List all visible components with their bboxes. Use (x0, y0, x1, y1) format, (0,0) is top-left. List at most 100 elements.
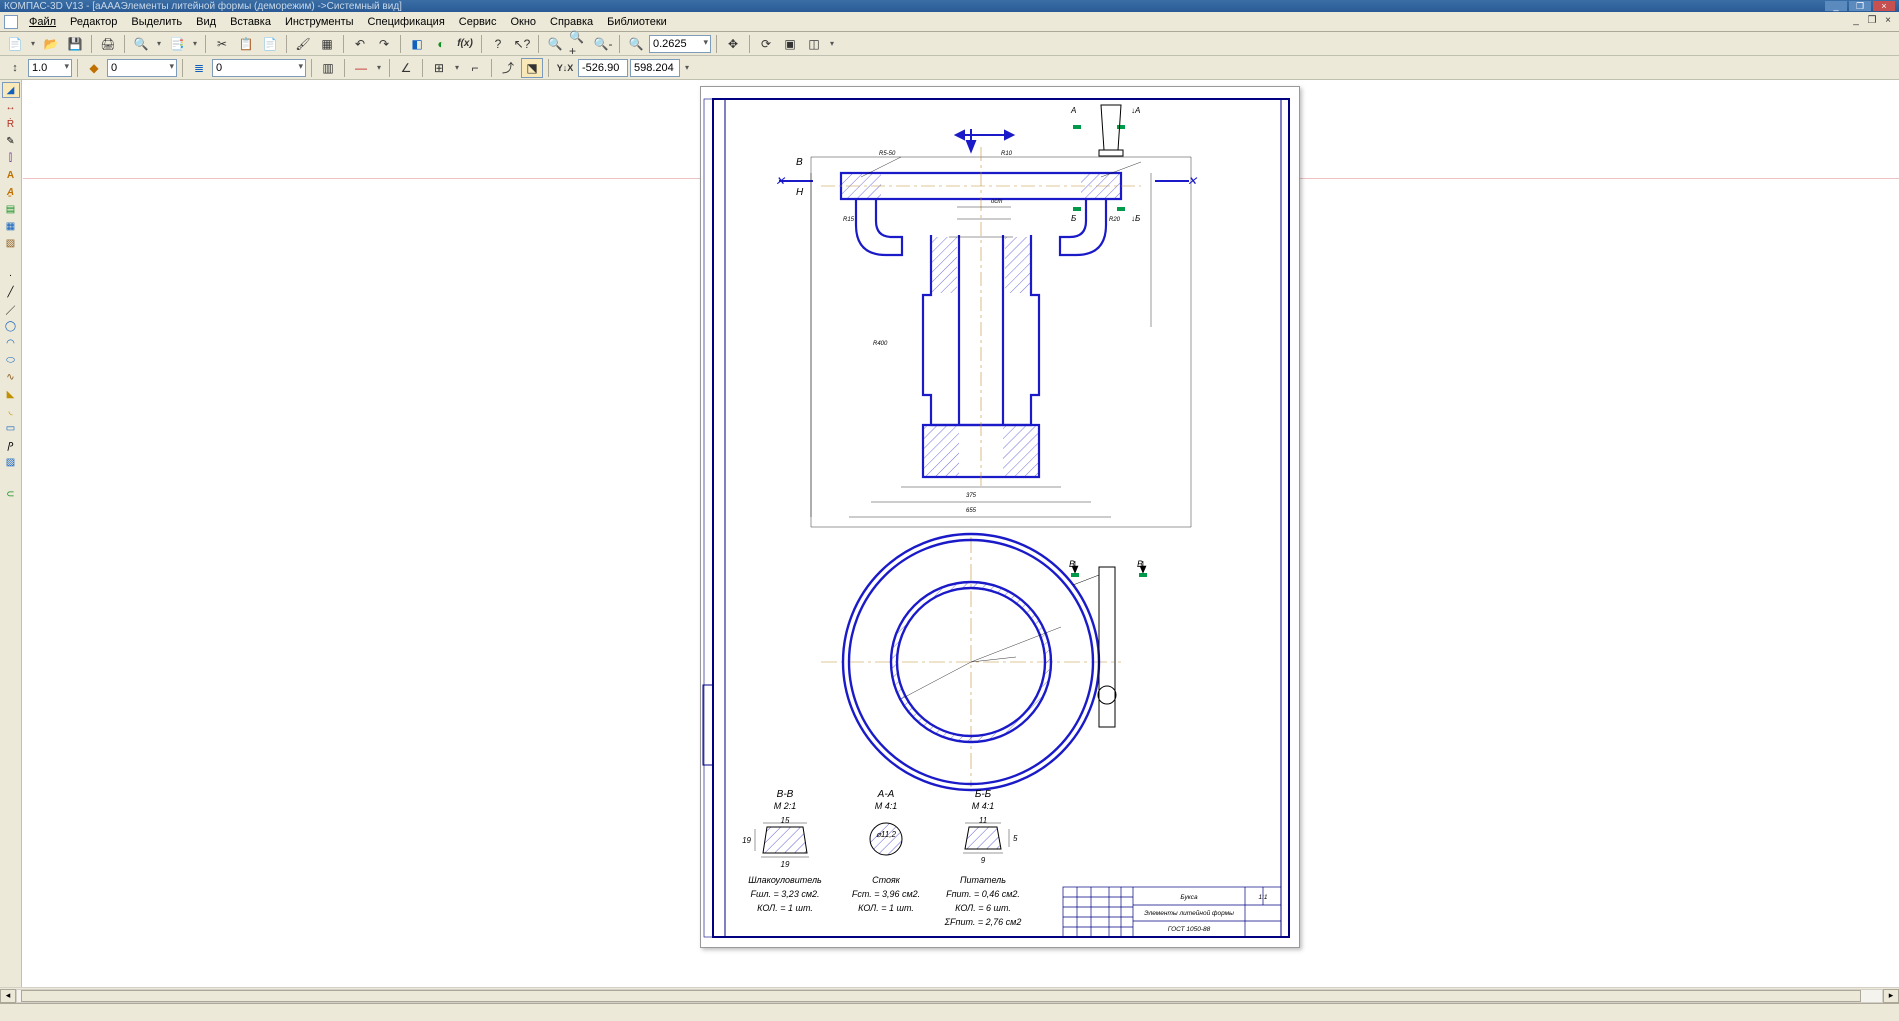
print-button[interactable]: 🖨 (97, 34, 119, 54)
menu-specification[interactable]: Спецификация (361, 14, 452, 30)
tool-rectangle[interactable]: ▭ (2, 420, 20, 436)
ortho-button[interactable]: ⌐ (464, 58, 486, 78)
menu-select[interactable]: Выделить (124, 14, 189, 30)
manager-button[interactable]: ◧ (406, 34, 428, 54)
tool-text-tab[interactable]: A (2, 167, 20, 183)
state-combo-a[interactable]: 0 (107, 59, 177, 77)
save-button[interactable]: 💾 (64, 34, 86, 54)
menu-help[interactable]: Справка (543, 14, 600, 30)
horizontal-scrollbar[interactable]: ◂ ▸ (0, 987, 1899, 1003)
mdi-close[interactable]: × (1881, 16, 1895, 28)
menu-service[interactable]: Сервис (452, 14, 504, 30)
scroll-thumb[interactable] (21, 990, 1861, 1002)
tool-chamfer[interactable]: ◣ (2, 386, 20, 402)
undo-button[interactable]: ↶ (349, 34, 371, 54)
scroll-left-button[interactable]: ◂ (0, 989, 16, 1003)
maximize-button[interactable]: ❐ (1849, 1, 1871, 11)
format-painter-button[interactable]: 🖌 (292, 34, 314, 54)
mdi-restore[interactable]: ❐ (1865, 16, 1879, 28)
state-value-a: 0 (111, 62, 117, 74)
close-button[interactable]: × (1873, 1, 1895, 11)
menu-insert[interactable]: Вставка (223, 14, 278, 30)
mdi-minimize[interactable]: _ (1849, 16, 1863, 28)
view-dropdown[interactable]: ▾ (827, 34, 837, 54)
linestyle-button[interactable]: — (350, 58, 372, 78)
fx-button[interactable]: f(x) (454, 34, 476, 54)
help-button[interactable]: ? (487, 34, 509, 54)
menu-window[interactable]: Окно (503, 14, 543, 30)
linestyle-dropdown[interactable]: ▾ (374, 58, 384, 78)
whatsthis-button[interactable]: ↖? (511, 34, 533, 54)
svg-text:ΣFпит. = 2,76 см2: ΣFпит. = 2,76 см2 (944, 917, 1022, 927)
tool-spec-tab[interactable]: ▤ (2, 201, 20, 217)
tool-circle[interactable]: ◯ (2, 318, 20, 334)
state-icon-a[interactable]: ◆ (83, 58, 105, 78)
tool-arc[interactable]: ◠ (2, 335, 20, 351)
svg-text:Fпит. = 0,46 см2.: Fпит. = 0,46 см2. (946, 889, 1020, 899)
tool-report-tab[interactable]: ▦ (2, 218, 20, 234)
style-button[interactable]: ▥ (317, 58, 339, 78)
preview-button[interactable]: 🔍 (130, 34, 152, 54)
coord-x-input[interactable] (578, 59, 628, 77)
open-button[interactable]: 📂 (40, 34, 62, 54)
local-cs-button[interactable]: ⤴ (497, 58, 519, 78)
scroll-track[interactable] (16, 989, 1883, 1003)
layer-icon[interactable]: ≣ (188, 58, 210, 78)
tool-measure-tab[interactable]: A̱ (2, 184, 20, 200)
menu-view[interactable]: Вид (189, 14, 223, 30)
tool-geometry-tab[interactable]: ◢ (2, 82, 20, 98)
tool-segment[interactable]: ／ (2, 301, 20, 317)
menu-file[interactable]: Файл (22, 14, 63, 30)
menu-editor[interactable]: Редактор (63, 14, 124, 30)
step-combo[interactable]: 1.0 (28, 59, 72, 77)
tool-notation-tab[interactable]: Ṙ (2, 116, 20, 132)
menu-libraries[interactable]: Библиотеки (600, 14, 674, 30)
pan-button[interactable]: ✥ (722, 34, 744, 54)
snap-angle-button[interactable]: ∠ (395, 58, 417, 78)
new-dropdown[interactable]: ▾ (28, 34, 38, 54)
svg-text:✕: ✕ (775, 174, 786, 188)
minimize-button[interactable]: _ (1825, 1, 1847, 11)
properties-button[interactable]: 📑 (166, 34, 188, 54)
tool-polyline[interactable]: Ⳏ (2, 437, 20, 453)
canvas[interactable]: В Н ✕ ✕ (22, 80, 1899, 987)
coord-dropdown[interactable]: ▾ (682, 58, 692, 78)
paste-button[interactable]: 📄 (259, 34, 281, 54)
layer-combo[interactable]: 0 (212, 59, 306, 77)
menu-tools[interactable]: Инструменты (278, 14, 361, 30)
tool-ellipse[interactable]: ⬭ (2, 352, 20, 368)
tool-dimensions-tab[interactable]: ↔ (2, 99, 20, 115)
tool-spline[interactable]: ∿ (2, 369, 20, 385)
tool-hatch[interactable]: ▨ (2, 454, 20, 470)
refresh-button[interactable]: ⟳ (755, 34, 777, 54)
copy-button[interactable]: 📋 (235, 34, 257, 54)
zoom-out-button[interactable]: 🔍- (592, 34, 614, 54)
tool-aux-line[interactable]: ╱ (2, 284, 20, 300)
tool-insert-tab[interactable]: ▧ (2, 235, 20, 251)
properties-dropdown[interactable]: ▾ (190, 34, 200, 54)
zoom-selected-button[interactable]: ◫ (803, 34, 825, 54)
coord-y-input[interactable] (630, 59, 680, 77)
cut-button[interactable]: ✂ (211, 34, 233, 54)
new-button[interactable]: 📄 (4, 34, 26, 54)
grid-button[interactable]: ⊞ (428, 58, 450, 78)
svg-text:ГОСТ 1050-88: ГОСТ 1050-88 (1168, 926, 1211, 933)
svg-text:Fшл. = 3,23 см2.: Fшл. = 3,23 см2. (751, 889, 820, 899)
grid-dropdown[interactable]: ▾ (452, 58, 462, 78)
preview-dropdown[interactable]: ▾ (154, 34, 164, 54)
variables-button[interactable]: ◐ (430, 34, 452, 54)
zoom-window-button[interactable]: 🔍 (544, 34, 566, 54)
scroll-right-button[interactable]: ▸ (1883, 989, 1899, 1003)
zoom-in-button[interactable]: 🔍+ (568, 34, 590, 54)
tool-fillet[interactable]: ◟ (2, 403, 20, 419)
zoom-combo[interactable]: 0.2625 (649, 35, 711, 53)
redo-button[interactable]: ↷ (373, 34, 395, 54)
tool-equidistant[interactable]: ⊂ (2, 486, 20, 502)
fit-button[interactable]: ▣ (779, 34, 801, 54)
zoom-scale-icon[interactable]: 🔍 (625, 34, 647, 54)
rounding-button[interactable]: ⬔ (521, 58, 543, 78)
properties2-button[interactable]: ▦ (316, 34, 338, 54)
tool-param-tab[interactable]: ⫿ (2, 150, 20, 166)
tool-edit-tab[interactable]: ✎ (2, 133, 20, 149)
tool-point[interactable]: · (2, 267, 20, 283)
